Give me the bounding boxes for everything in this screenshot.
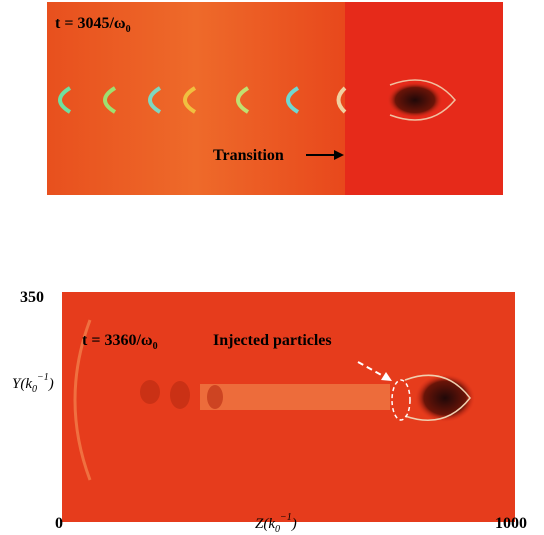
time-text: t = 3360/ω — [82, 332, 153, 349]
time-sub: 0 — [153, 341, 158, 352]
label-sub: 0 — [32, 384, 37, 395]
channel — [200, 384, 390, 410]
y-tick-label: 350 — [20, 289, 44, 306]
label-end: ) — [291, 516, 297, 532]
x-tick-label: 1000 — [495, 515, 527, 532]
annotation: Injected particles — [213, 332, 332, 349]
x-tick-label: 0 — [55, 515, 63, 532]
label-sup: −1 — [37, 372, 49, 383]
label-end: ) — [48, 376, 54, 392]
time-text: t = 3045/ω — [55, 15, 126, 32]
label-text: Z(k — [255, 516, 275, 532]
label-sup: −1 — [280, 512, 292, 523]
time-sub: 0 — [126, 24, 131, 35]
figure: t = 3045/ω0 Transition t = 3360/ω0 Injec… — [0, 0, 544, 535]
label-sub: 0 — [275, 524, 280, 535]
bubble — [387, 82, 443, 118]
bottom-panel: t = 3360/ω0 Injected particles — [62, 292, 515, 522]
bubble — [415, 374, 475, 422]
label-text: Y(k — [12, 376, 32, 392]
y-axis-label: Y(k0−1) — [12, 372, 54, 395]
top-panel: t = 3045/ω0 Transition — [47, 2, 503, 195]
annotation: Transition — [213, 147, 284, 164]
